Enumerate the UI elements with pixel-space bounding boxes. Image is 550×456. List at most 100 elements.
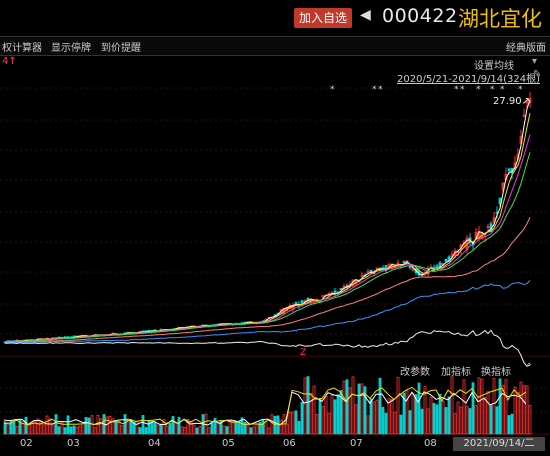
volume-bar — [315, 413, 319, 435]
volume-bar — [84, 417, 88, 435]
moving-average-line — [4, 152, 531, 343]
volume-bar — [516, 391, 520, 435]
volume-bar — [75, 426, 79, 435]
event-marker-icon: Z — [300, 348, 306, 358]
volume-bar — [450, 376, 454, 435]
volume-bar — [156, 424, 160, 435]
volume-bar — [267, 427, 271, 435]
volume-bar — [174, 422, 178, 435]
moving-average-line — [4, 280, 531, 344]
volume-bar — [495, 406, 499, 435]
volume-bar — [264, 421, 268, 435]
pin-icon[interactable]: ✎ — [533, 69, 542, 80]
volume-bar — [39, 421, 43, 435]
volume-bar — [309, 393, 313, 435]
high-price-label: 27.90↗ — [493, 96, 531, 107]
candle-body — [522, 114, 526, 117]
volume-bar — [459, 406, 463, 435]
previous-stock-icon[interactable]: ◀ — [360, 7, 371, 23]
add-to-watchlist-button[interactable]: 加入自选 — [294, 8, 352, 28]
chevron-down-icon[interactable]: ▾ — [532, 56, 538, 67]
volume-bar — [105, 416, 109, 435]
volume-bar — [474, 405, 478, 435]
cursor-date-badge: 2021/09/14/二 — [453, 437, 545, 451]
volume-bar — [372, 401, 376, 435]
volume-bar — [72, 425, 76, 435]
volume-bar — [54, 414, 58, 435]
ma-setting-button[interactable]: 设置均线 — [474, 61, 514, 72]
volume-bar — [33, 421, 37, 435]
candle-body — [435, 265, 439, 269]
volume-bar — [399, 414, 403, 435]
moving-average-line — [4, 134, 531, 343]
candle-body — [300, 300, 304, 305]
volume-bar — [483, 397, 487, 435]
volume-bar — [438, 393, 442, 435]
moving-average-line — [5, 329, 531, 367]
volume-bar — [66, 415, 70, 435]
volume-bar — [108, 415, 112, 435]
volume-bar — [513, 386, 517, 435]
volume-bar — [246, 423, 250, 435]
volume-bar — [387, 398, 391, 435]
volume-bar — [117, 421, 121, 435]
change-params-button[interactable]: 改参数 — [400, 367, 430, 378]
volume-bar — [321, 405, 325, 435]
volume-bar — [213, 418, 217, 435]
volume-bar — [441, 400, 445, 435]
volume-bar — [279, 419, 283, 435]
volume-bar — [336, 394, 340, 435]
volume-bar — [378, 377, 382, 435]
volume-bar — [216, 423, 220, 435]
x-tick: 07 — [350, 438, 363, 449]
price-alert-button[interactable]: 到价提醒 — [101, 43, 141, 54]
volume-bar — [510, 413, 514, 435]
event-marker-icon: * — [330, 85, 335, 95]
volume-bar — [144, 427, 148, 435]
volume-bar — [51, 424, 55, 435]
volume-bar — [327, 412, 331, 435]
volume-bar — [390, 399, 394, 435]
rights-calculator-button[interactable]: 权计算器 — [2, 43, 42, 54]
volume-bar — [375, 399, 379, 435]
volume-bar — [171, 416, 175, 435]
title-bar: 加入自选 ◀ 000422 湖北宜化 — [0, 0, 550, 34]
volume-bar — [189, 420, 193, 435]
volume-bar — [384, 412, 388, 435]
classic-layout-button[interactable]: 经典版面 — [506, 43, 546, 54]
volume-bar — [9, 420, 13, 435]
volume-bar — [468, 408, 472, 435]
show-suspension-button[interactable]: 显示停牌 — [51, 43, 91, 54]
candle-body — [507, 168, 511, 172]
volume-bar — [342, 380, 346, 435]
volume-bar — [159, 423, 163, 435]
candle-body — [294, 302, 298, 304]
left-marker: 4↑ — [2, 56, 17, 67]
volume-bar — [363, 386, 367, 435]
volume-bar — [21, 421, 25, 435]
volume-bar — [12, 420, 16, 435]
volume-bar — [132, 421, 136, 435]
candle-body — [528, 98, 532, 104]
volume-bar — [480, 378, 484, 435]
add-indicator-button[interactable]: 加指标 — [441, 367, 471, 378]
volume-bar — [444, 407, 448, 435]
volume-bar — [237, 421, 241, 435]
volume-bar — [69, 426, 73, 435]
volume-bar — [186, 419, 190, 435]
volume-bar — [351, 376, 355, 435]
volume-bar — [45, 415, 49, 435]
volume-bar — [354, 404, 358, 435]
volume-bar — [477, 377, 481, 435]
event-marker-icon: * — [490, 85, 495, 95]
volume-bar — [87, 417, 91, 435]
switch-indicator-button[interactable]: 换指标 — [481, 367, 511, 378]
volume-bar — [447, 396, 451, 435]
event-marker-icon: * — [476, 85, 481, 95]
volume-bar — [333, 399, 337, 435]
volume-bar — [135, 420, 139, 435]
volume-bar — [225, 426, 229, 435]
chevron-up-icon[interactable]: ⌃ — [525, 362, 534, 373]
volume-bar — [366, 415, 370, 435]
